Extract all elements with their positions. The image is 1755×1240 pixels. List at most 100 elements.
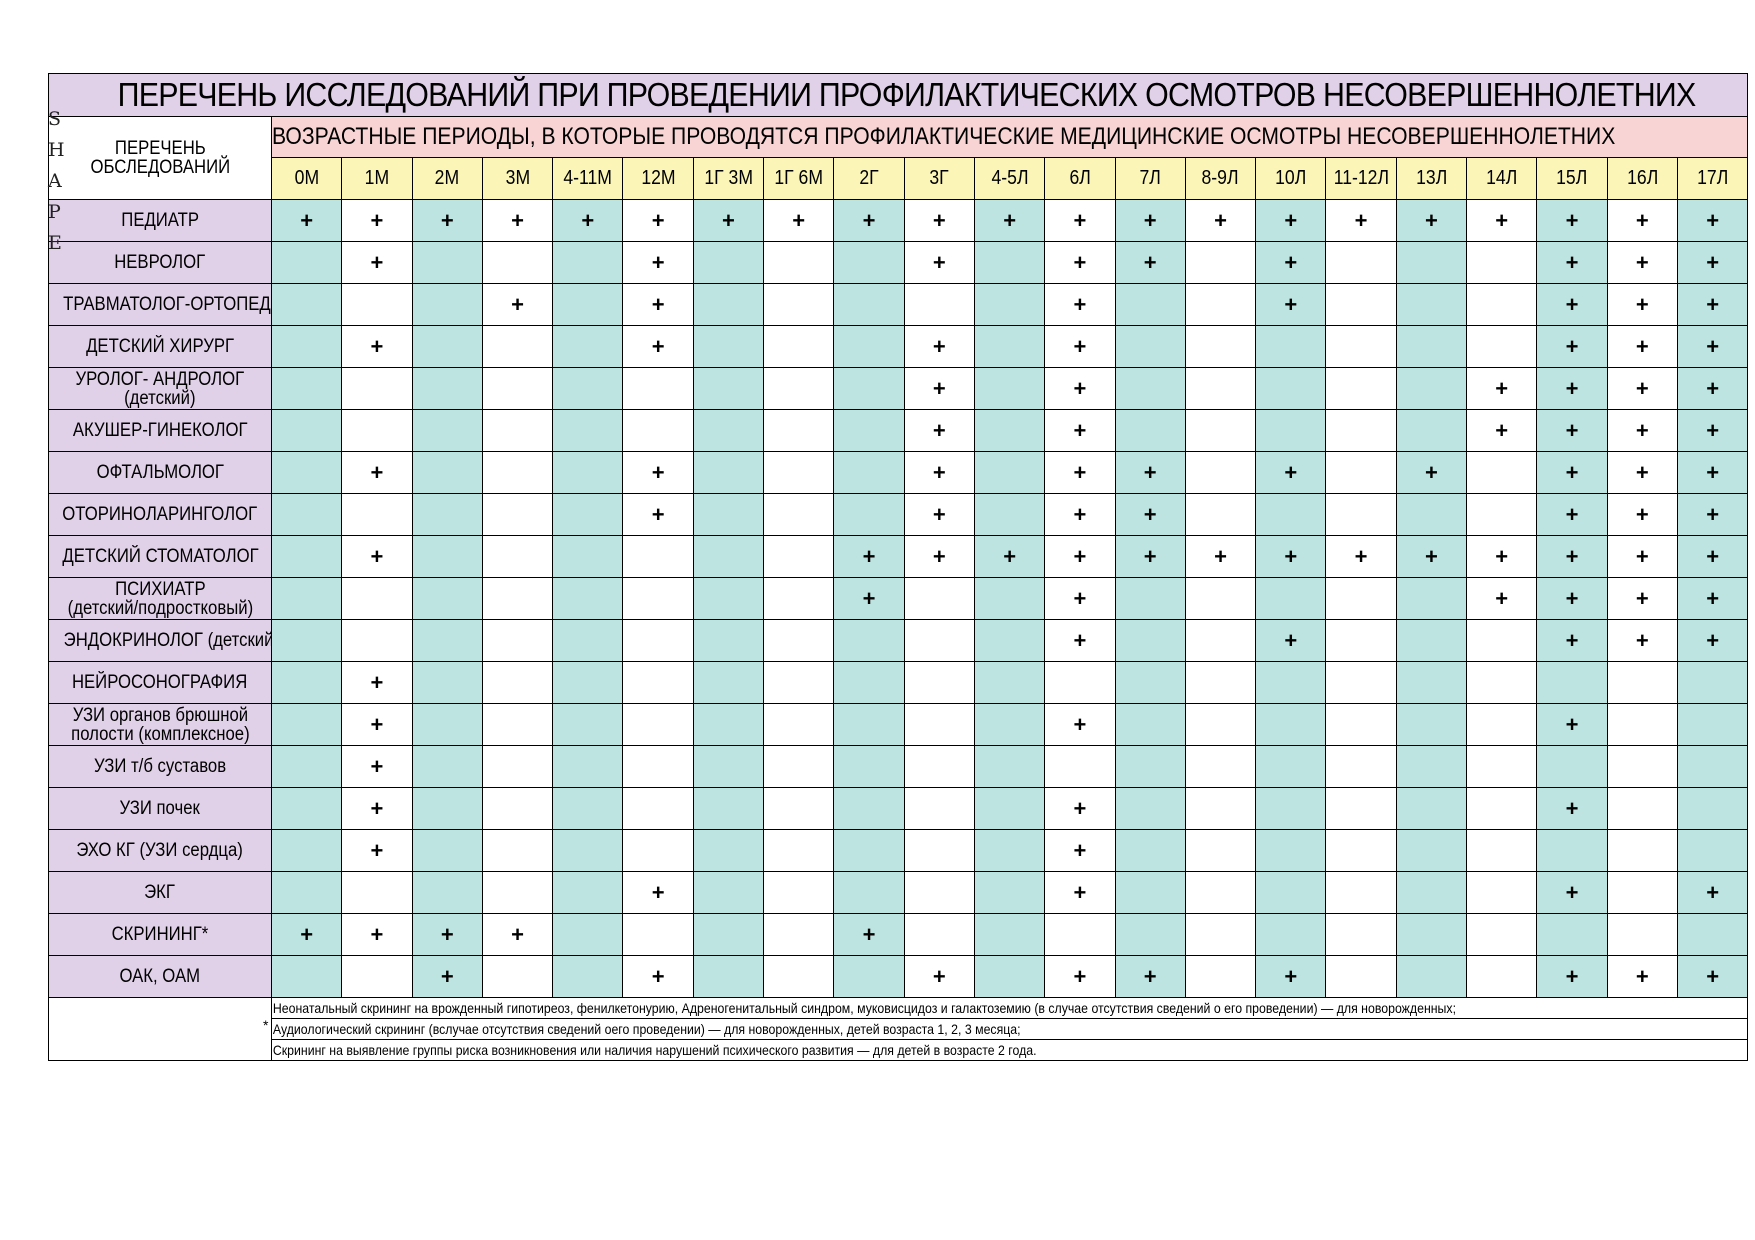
plus-mark: + xyxy=(1495,417,1509,443)
exam-cell xyxy=(270,703,343,746)
exam-cell xyxy=(481,955,554,998)
exam-cell xyxy=(973,409,1046,452)
exam-cell xyxy=(481,325,554,368)
exam-cell xyxy=(1325,367,1397,410)
footnote-row: Аудиологический скрининг (вслучае отсутс… xyxy=(49,1018,1749,1040)
plus-mark: + xyxy=(1706,333,1720,359)
age-header-label: 8-9Л xyxy=(1202,167,1239,189)
exam-cell xyxy=(833,661,905,704)
exam-cell xyxy=(411,409,483,452)
exam-cell xyxy=(833,451,905,494)
exam-cell xyxy=(270,367,343,410)
footnote-cell: Скрининг на выявление группы риска возни… xyxy=(270,1039,1749,1061)
exam-cell: + xyxy=(1044,283,1116,326)
plus-mark: + xyxy=(370,837,384,863)
exam-cell xyxy=(1325,661,1397,704)
list-header-text: ПЕРЕЧЕНЬ ОБСЛЕДОВАНИЙ xyxy=(90,139,230,177)
exam-cell xyxy=(1676,745,1749,788)
plus-mark: + xyxy=(651,963,665,989)
exam-cell: + xyxy=(622,493,694,536)
exam-cell: + xyxy=(903,367,975,410)
exam-cell xyxy=(341,955,413,998)
exam-cell: + xyxy=(903,199,975,242)
plus-mark: + xyxy=(1565,711,1579,737)
exam-cell xyxy=(692,493,765,536)
exam-cell xyxy=(552,283,624,326)
exam-cell xyxy=(1325,577,1397,620)
exam-cell xyxy=(481,241,554,284)
exam-cell xyxy=(1466,871,1538,914)
exam-cell: + xyxy=(833,913,905,956)
age-header-cell: 14Л xyxy=(1466,157,1538,200)
exam-cell: + xyxy=(903,241,975,284)
exam-cell xyxy=(833,787,905,830)
exam-cell xyxy=(1606,661,1678,704)
exam-cell: + xyxy=(1606,199,1678,242)
plus-mark: + xyxy=(1635,501,1649,527)
header-row: ПЕРЕЧЕНЬ ОБСЛЕДОВАНИЙ ВОЗРАСТНЫЕ ПЕРИОДЫ… xyxy=(48,116,1749,200)
exam-cell xyxy=(481,493,554,536)
exam-cell xyxy=(903,787,975,830)
exam-label-cell: ЭКГ xyxy=(48,871,272,914)
plus-mark: + xyxy=(862,543,876,569)
exam-cell xyxy=(1466,955,1538,998)
plus-mark: + xyxy=(862,207,876,233)
exam-label-line: ТРАВМАТОЛОГ-ОРТОПЕД xyxy=(63,294,271,315)
plus-mark: + xyxy=(370,543,384,569)
exam-cell xyxy=(341,409,413,452)
exam-cell xyxy=(1255,871,1327,914)
plus-mark: + xyxy=(1565,501,1579,527)
plus-mark: + xyxy=(1354,543,1368,569)
exam-cell xyxy=(763,871,835,914)
exam-cell xyxy=(552,451,624,494)
table-row: УЗИ т/б суставов + xyxy=(48,745,1749,788)
exam-cell: + xyxy=(1536,283,1608,326)
plus-mark: + xyxy=(1706,291,1720,317)
exam-cell xyxy=(973,955,1046,998)
exam-cell: + xyxy=(1676,367,1749,410)
age-header-label: 1М xyxy=(364,167,390,189)
exam-cell xyxy=(1114,913,1186,956)
plus-mark: + xyxy=(1143,207,1157,233)
exam-cell xyxy=(1184,745,1257,788)
exam-cell: + xyxy=(1536,199,1608,242)
exam-cell xyxy=(1676,661,1749,704)
exam-cell: + xyxy=(1044,535,1116,578)
age-header-label: 0М xyxy=(294,167,319,189)
exam-cell xyxy=(341,619,413,662)
plus-mark: + xyxy=(932,963,946,989)
plus-mark: + xyxy=(370,207,384,233)
age-header-cell: 15Л xyxy=(1536,157,1608,200)
exam-label-cell: ЭНДОКРИНОЛОГ (детский) xyxy=(48,619,272,662)
exam-cell xyxy=(1255,367,1327,410)
plus-mark: + xyxy=(932,333,946,359)
footnote-text: Скрининг на выявление группы риска возни… xyxy=(272,1041,1037,1058)
exam-cell: + xyxy=(1044,619,1116,662)
exam-cell xyxy=(1466,661,1538,704)
exam-cell xyxy=(692,409,765,452)
plus-mark: + xyxy=(651,879,665,905)
exam-cell xyxy=(622,409,694,452)
exam-cell xyxy=(1466,283,1538,326)
exam-cell xyxy=(1536,745,1608,788)
plus-mark: + xyxy=(1073,291,1087,317)
exam-cell xyxy=(1606,829,1678,872)
exam-cell xyxy=(1395,829,1468,872)
exam-label: СКРИНИНГ* xyxy=(112,925,209,944)
age-header-cell: 16Л xyxy=(1606,157,1678,200)
list-header-line-2: ОБСЛЕДОВАНИЙ xyxy=(90,157,230,178)
exam-cell xyxy=(552,745,624,788)
age-header-label: 13Л xyxy=(1415,167,1447,189)
exam-label-line: полости (комплексное) xyxy=(70,723,250,745)
plus-mark: + xyxy=(1706,627,1720,653)
exam-label-cell: УЗИ почек xyxy=(48,787,272,830)
exam-cell: + xyxy=(1255,199,1327,242)
exam-label-line: ОАК, ОАМ xyxy=(119,966,201,987)
exam-cell xyxy=(552,409,624,452)
exam-cell xyxy=(1395,493,1468,536)
exam-cell xyxy=(622,913,694,956)
exam-label-cell: НЕВРОЛОГ xyxy=(48,241,272,284)
exam-cell xyxy=(833,493,905,536)
exam-cell: + xyxy=(903,451,975,494)
exam-label-line: УЗИ почек xyxy=(119,798,201,819)
